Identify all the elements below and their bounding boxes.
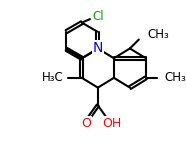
Text: N: N: [93, 41, 103, 55]
Text: Cl: Cl: [93, 10, 104, 23]
Text: O: O: [81, 117, 91, 130]
Text: H₃C: H₃C: [41, 71, 63, 84]
Text: CH₃: CH₃: [165, 71, 186, 84]
Text: OH: OH: [102, 117, 122, 130]
Text: CH₃: CH₃: [148, 28, 169, 41]
